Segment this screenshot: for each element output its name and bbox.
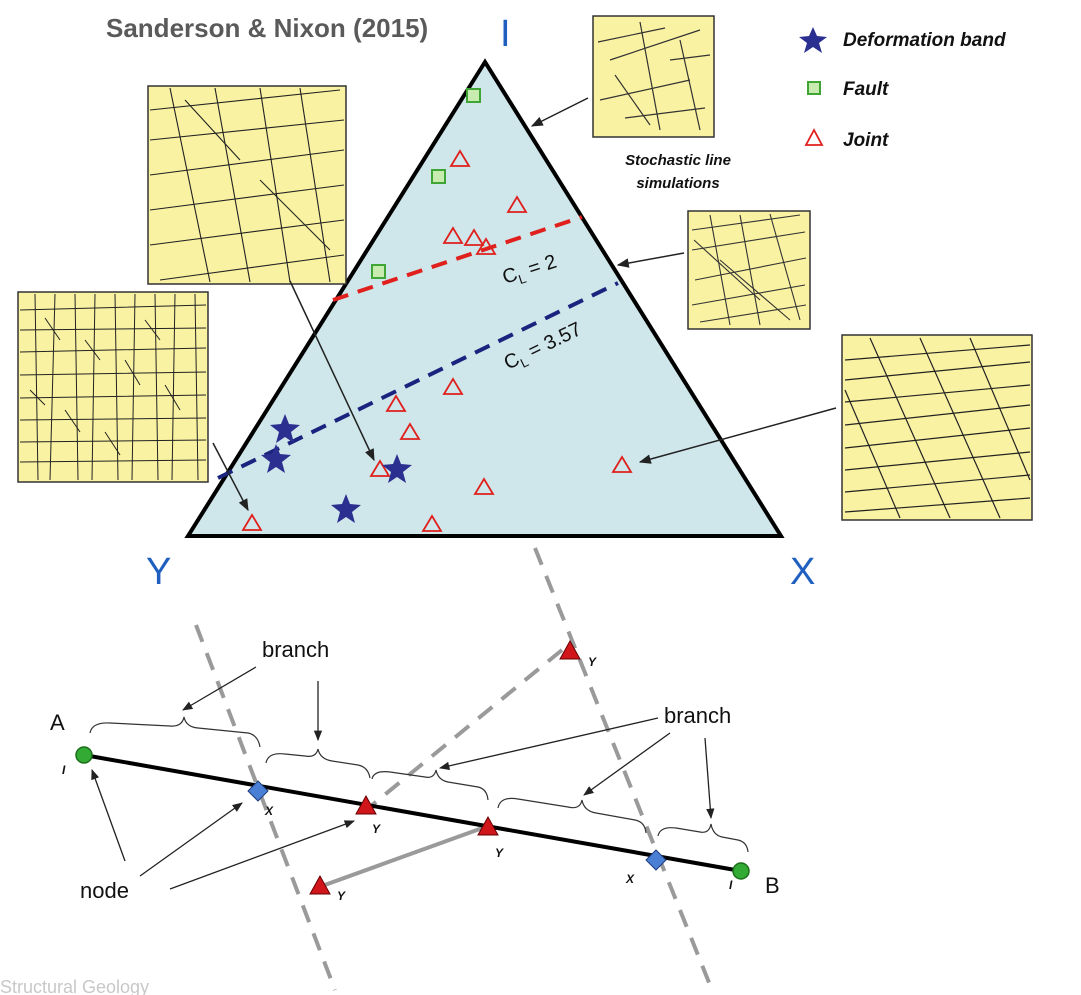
node-i-a [75,746,93,764]
abutting-fracture [321,824,489,888]
branch-label-left: branch [262,637,329,662]
contour-line-cl-357 [217,281,619,480]
main-fracture-line [83,753,742,873]
deformation-band-points [261,414,412,523]
node-x-left [247,780,269,802]
arrow-top-panel [530,97,589,127]
deformation-band-point [331,494,361,523]
stochastic-caption-line-2: simulations [636,175,719,192]
node-type-label: X [264,804,274,818]
deformation-band-point [261,444,291,473]
node-label: node [80,878,129,903]
dashed-fracture-left [194,624,337,991]
vertex-label-i: I [500,13,511,55]
joint-point [506,195,528,213]
arrow-upper-left-panel [289,280,375,462]
joint-point [463,228,485,246]
fault-points [371,88,481,279]
arrow-branch-label-1 [182,666,257,711]
joint-point [442,377,464,395]
node-y-bottom [309,874,331,895]
end-label-a: A [50,710,65,735]
node-y-2 [477,815,499,836]
vertex-label-x: X [790,551,815,593]
footer-text: Structural Geology [0,977,149,995]
dashed-fracture-right [533,547,714,991]
stochastic-panel-top [592,15,715,138]
node-type-label: Y [337,889,346,903]
branch-braces [89,716,749,853]
fault-point [371,264,386,279]
node-type-label: Y [495,846,504,860]
parallel-fracture-panel [841,334,1033,521]
joint-point [449,149,471,167]
arrow-right-panel [638,407,837,464]
red-triangle-icon [804,128,824,146]
end-label-b: B [765,873,780,898]
vertex-label-y: Y [146,551,171,593]
blue-star-icon [799,27,827,53]
node-type-label: X [625,872,635,886]
arrow-branch-label-5 [704,737,715,820]
node-i-b [732,862,750,880]
legend-label-deformation-band: Deformation band [843,30,1006,51]
arrow-node-1 [91,769,126,862]
figure-title: Sanderson & Nixon (2015) [106,13,428,43]
joint-point [399,422,421,440]
joint-point [369,459,391,477]
legend-label-fault: Fault [843,79,889,100]
green-square-icon [807,81,821,95]
joint-points [241,149,633,532]
dashed-fracture-diagonal [364,648,564,812]
node-y-top [559,639,581,660]
joint-point [385,394,407,412]
intersecting-fractures [194,547,714,991]
polygonal-network-panel [17,291,209,483]
joint-point [611,455,633,473]
node-type-label: I [729,878,733,892]
fault-point [466,88,481,103]
joint-point [241,513,263,531]
contour-line-cl-2 [332,215,583,302]
node-type-label: Y [588,655,597,669]
node-type-label: I [62,763,66,777]
arrow-node-2 [139,802,243,877]
arrow-left-panel [212,442,249,512]
fracture-network-panel-upper [147,85,347,285]
stochastic-panel-middle [687,210,811,330]
joint-point [475,237,497,255]
deformation-band-point [270,414,300,443]
node-y-1 [355,794,377,815]
arrow-branch-label-4 [583,732,671,796]
arrow-node-3 [169,820,355,890]
branch-label-right: branch [664,703,731,728]
node-x-right [645,849,667,871]
arrow-middle-panel [616,252,685,268]
deformation-band-point [382,454,412,483]
stochastic-caption-line-1: Stochastic line [625,152,731,169]
legend: Deformation band Fault Joint [799,27,1006,151]
joint-point [473,477,495,495]
node-type-label: Y [372,822,381,836]
joint-point [421,514,443,532]
legend-label-joint: Joint [843,130,889,151]
fault-point [431,169,446,184]
joint-point [442,226,464,244]
arrow-branch-label-3 [438,717,659,770]
